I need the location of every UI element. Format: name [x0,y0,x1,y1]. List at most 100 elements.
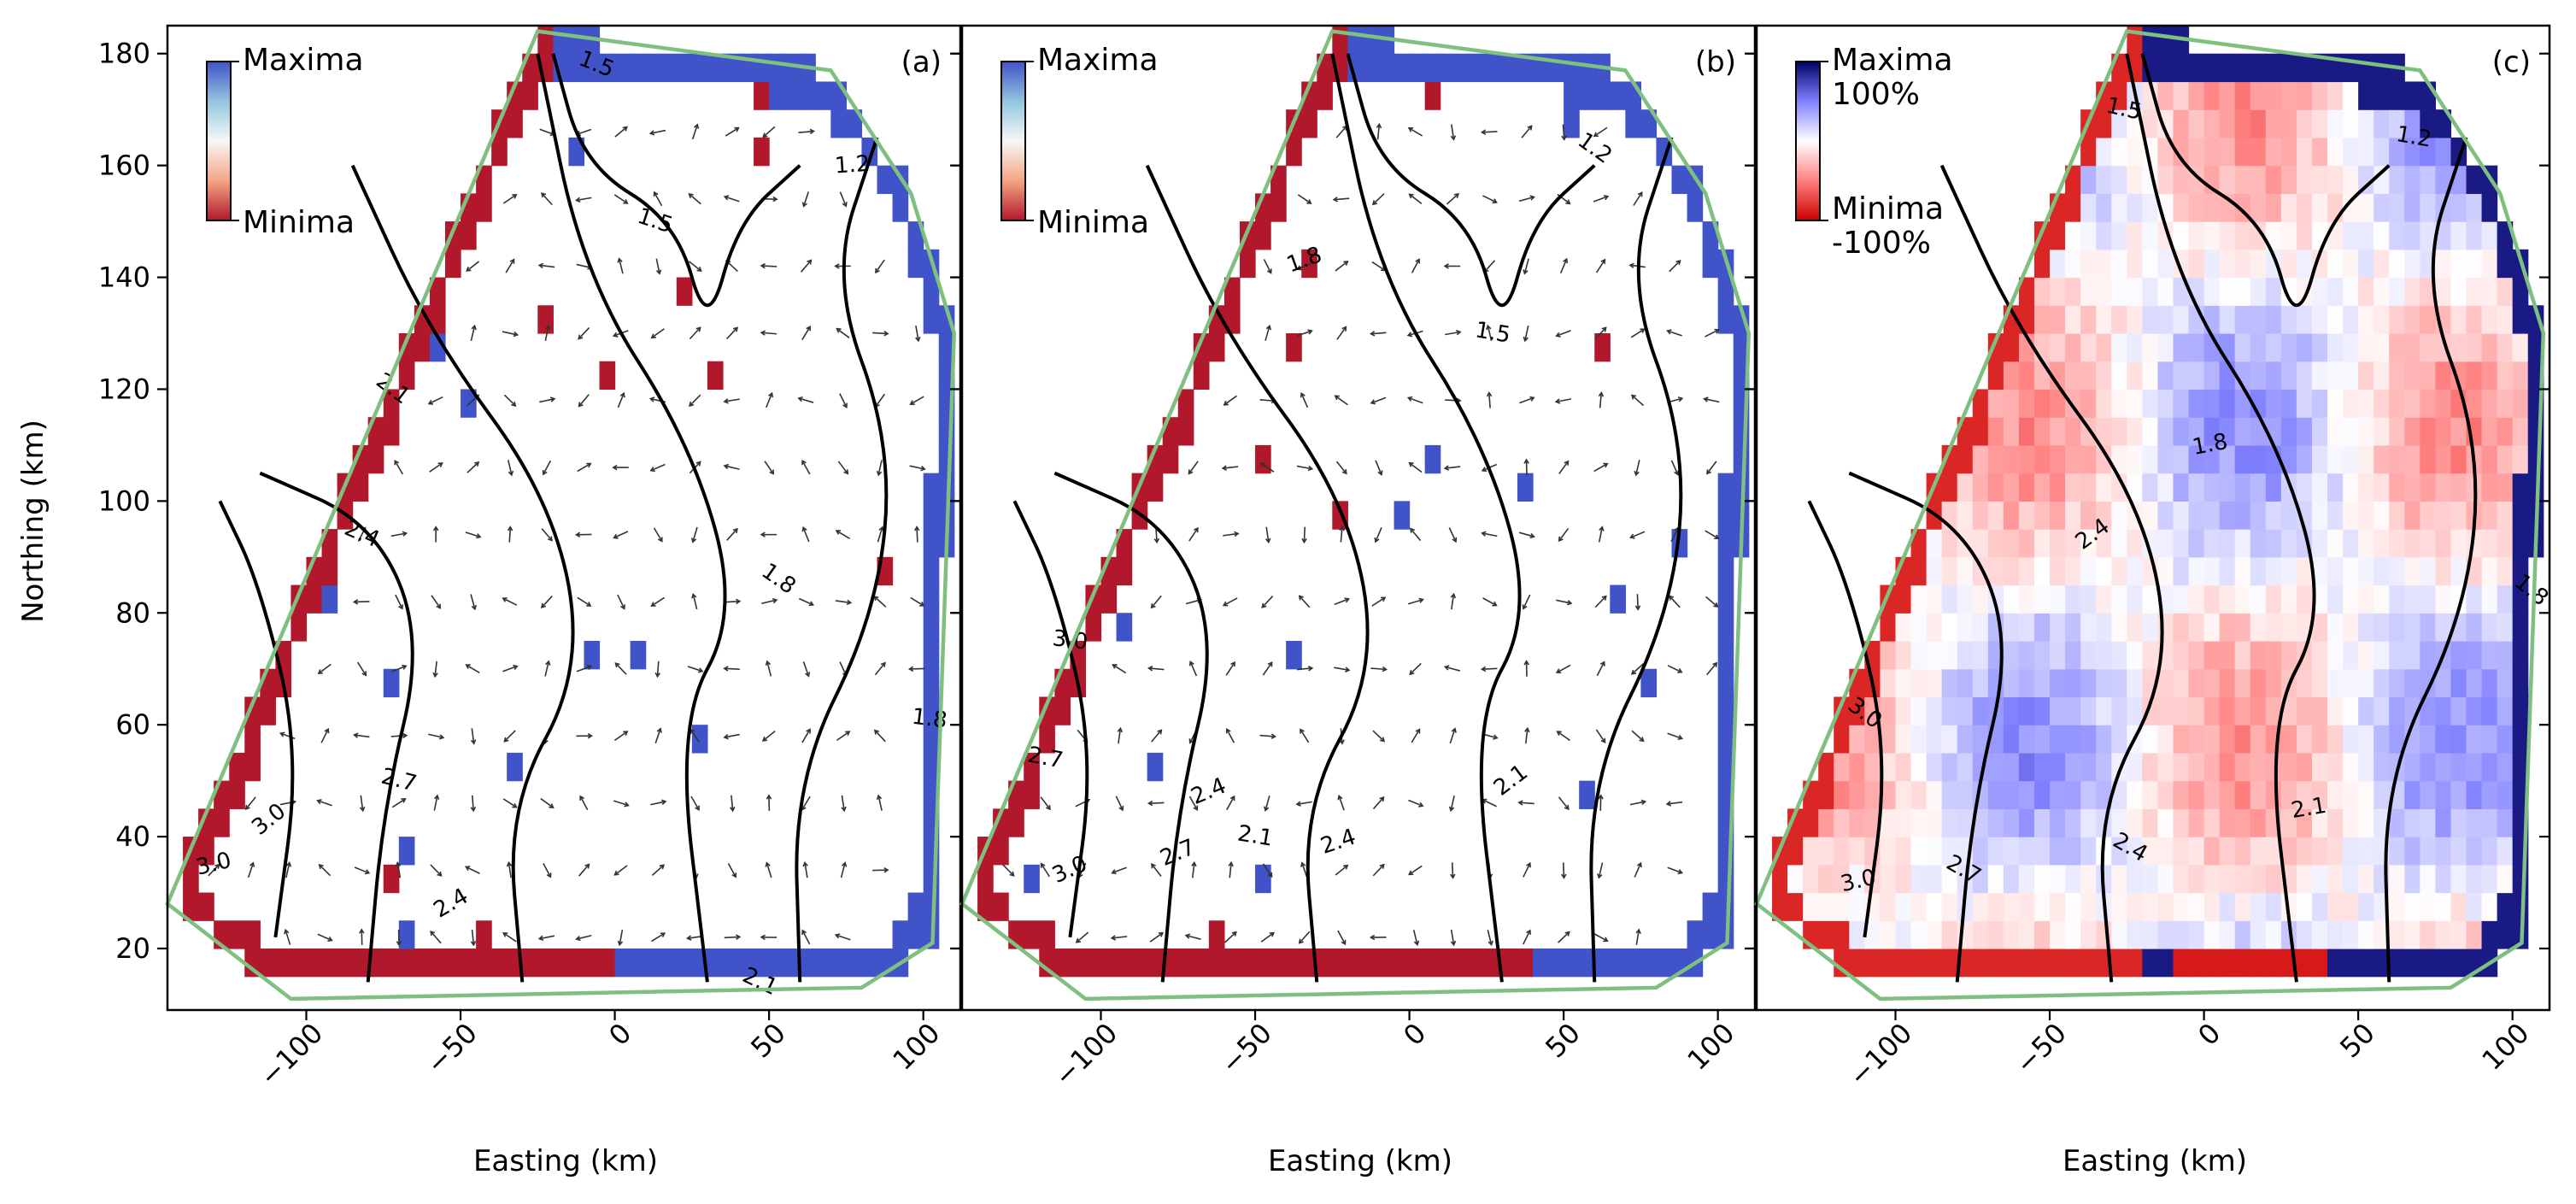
heatmap-cell [2404,109,2421,138]
contour-label: 1.2 [2394,121,2433,153]
heatmap-cell [2157,668,2174,698]
heatmap-cell [2343,920,2359,949]
heatmap-cell [2311,584,2328,614]
heatmap-cell [2466,892,2483,921]
heatmap-cell [1987,808,2004,837]
heatmap-cell [2111,613,2127,642]
heatmap-cell [2265,333,2282,362]
vector-arrowhead [919,602,925,607]
heatmap-cell [2033,556,2051,586]
heatmap-cell [2219,389,2236,418]
heatmap-cell [2188,668,2205,698]
vector-arrow [762,126,776,138]
vector-arrowhead [1341,469,1347,475]
vector-arrowhead [364,869,371,875]
vector-arrow [503,394,516,407]
heatmap-cell [2466,808,2483,837]
x-tick-label: 0 [602,1017,637,1052]
heatmap-cell [599,949,616,978]
heatmap-cell [2203,920,2221,949]
vector-arrowhead [801,202,807,208]
heatmap-cell [2096,277,2112,306]
heatmap-cell [2203,389,2221,418]
heatmap-cell [2080,444,2097,474]
heatmap-cell [2358,668,2374,698]
heatmap-cell [2127,165,2143,194]
heatmap-cell [2173,892,2190,921]
vector-arrow [390,532,407,537]
vector-arrow [1524,326,1529,341]
y-tick-label: 20 [115,932,150,965]
heatmap-cell [1926,864,1943,894]
vector-arrow [471,929,475,945]
heatmap-cell [2018,808,2035,837]
heatmap-cell [754,53,770,83]
heatmap-cell [660,53,678,83]
axes-frame [166,24,962,1012]
vector-arrowhead [1635,928,1641,934]
heatmap-cell [2420,529,2436,558]
x-axis-label-a: Easting (km) [473,1144,658,1178]
heatmap-cell [2234,949,2251,978]
vector-arrow [1335,865,1348,876]
vector-arrowhead [574,532,581,538]
vector-arrowhead [1563,257,1569,264]
heatmap-cell [1717,613,1734,642]
heatmap-cell [1486,53,1503,83]
heatmap-cell [2142,864,2159,894]
vector-arrow [1151,595,1162,608]
heatmap-cell [1910,584,1928,614]
heatmap-cell [2450,193,2467,222]
heatmap-cell [2420,725,2436,754]
panel-label: (c) [2492,45,2531,79]
heatmap-cell [2358,837,2374,866]
heatmap-cell [1834,808,1850,837]
heatmap-cell [2003,668,2020,698]
heatmap-cell [2280,444,2297,474]
vector-arrow [875,393,886,408]
heatmap-cell [2142,333,2159,362]
heatmap-cell [1895,949,1912,978]
heatmap-cell [2481,668,2498,698]
heatmap-cell [352,444,369,474]
heatmap-cell [2343,780,2359,809]
heatmap-cell [2080,837,2097,866]
heatmap-cell [722,53,739,83]
heatmap-cell [2173,193,2190,222]
heatmap-cell [846,109,863,138]
heatmap-cell [2234,668,2251,698]
vector-arrow [1631,730,1645,742]
vector-arrowhead [1118,805,1124,812]
heatmap-cell [2374,193,2390,222]
vector-arrow [465,532,481,538]
heatmap-cell [1803,864,1819,894]
heatmap-cell [1910,613,1928,642]
heatmap-cell [2265,277,2282,306]
heatmap-cell [1941,444,1958,474]
heatmap-cell [2420,780,2436,809]
vector-arrowhead [1564,804,1570,811]
heatmap-cell [2111,808,2127,837]
vector-arrow [1598,862,1604,878]
heatmap-cell [2389,193,2405,222]
vector-arrow [619,929,624,945]
heatmap-cell [2466,361,2483,391]
vector-arrow [1040,796,1051,810]
vector-arrow [1375,527,1382,543]
heatmap-cells-2 [1772,26,2544,978]
heatmap-cell [2050,249,2066,279]
heatmap-cell [2188,892,2205,921]
heatmap-cell [1834,837,1850,866]
vector-arrowhead [876,794,883,801]
legend-top-label: Maxima [1832,43,1953,78]
heatmap-cell [923,501,940,530]
vector-arrowhead [1369,934,1376,941]
heatmap-cell [2280,305,2297,334]
heatmap-cell [2188,780,2205,809]
heatmap-cell [2003,837,2020,866]
heatmap-cell [676,53,693,83]
vector-arrow [692,594,698,610]
vector-arrowhead [1407,126,1414,132]
heatmap-cell [2173,864,2190,894]
heatmap-cell [2265,361,2282,391]
